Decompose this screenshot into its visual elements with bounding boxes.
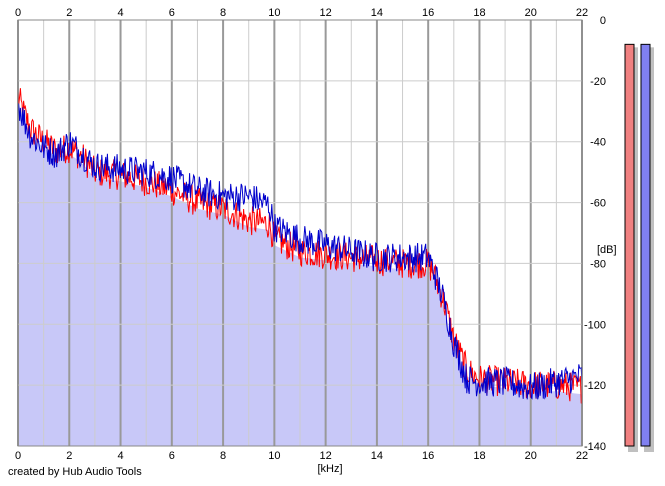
y-tick-label-0: 0 bbox=[600, 15, 606, 27]
x-tick-label-top-11: 22 bbox=[576, 7, 588, 19]
y-tick-labels: 0 -20 -40 -60 -80 -100 -120 -140 bbox=[584, 15, 606, 453]
y-tick-label-6: -120 bbox=[584, 380, 606, 392]
x-tick-label-top-2: 4 bbox=[117, 7, 123, 19]
chart-grid bbox=[17, 19, 583, 447]
x-tick-label-bottom-6: 12 bbox=[320, 450, 332, 462]
x-tick-label-bottom-1: 2 bbox=[66, 450, 72, 462]
credit-text: created by Hub Audio Tools bbox=[8, 466, 142, 478]
x-tick-label-top-4: 8 bbox=[220, 7, 226, 19]
x-tick-label-bottom-9: 18 bbox=[473, 450, 485, 462]
x-tick-label-top-9: 18 bbox=[473, 7, 485, 19]
y-tick-label-3: -60 bbox=[590, 198, 606, 210]
x-tick-label-bottom-0: 0 bbox=[15, 450, 21, 462]
y-tick-label-1: -20 bbox=[590, 76, 606, 88]
x-tick-label-bottom-8: 16 bbox=[422, 450, 434, 462]
series-line-1 bbox=[17, 102, 583, 400]
x-tick-label-top-5: 10 bbox=[268, 7, 280, 19]
level-meter-0 bbox=[624, 43, 635, 447]
level-meter-1 bbox=[640, 43, 651, 447]
y-tick-label-5: -100 bbox=[584, 319, 606, 331]
x-tick-label-top-1: 2 bbox=[66, 7, 72, 19]
x-tick-label-bottom-3: 6 bbox=[169, 450, 175, 462]
x-tick-label-top-8: 16 bbox=[422, 7, 434, 19]
x-tick-label-top-10: 20 bbox=[525, 7, 537, 19]
x-tick-label-top-0: 0 bbox=[15, 7, 21, 19]
x-axis-label: [kHz] bbox=[317, 463, 342, 475]
level-meters bbox=[624, 43, 654, 452]
x-tick-labels-bottom: 0 2 4 6 8 10 12 14 16 18 20 22 bbox=[15, 450, 588, 462]
x-tick-label-top-3: 6 bbox=[169, 7, 175, 19]
x-tick-label-bottom-11: 22 bbox=[576, 450, 588, 462]
chart-series bbox=[17, 88, 583, 404]
x-tick-label-bottom-10: 20 bbox=[525, 450, 537, 462]
y-tick-label-2: -40 bbox=[590, 137, 606, 149]
x-tick-label-bottom-7: 14 bbox=[371, 450, 383, 462]
x-tick-label-top-7: 14 bbox=[371, 7, 383, 19]
y-tick-label-7: -140 bbox=[584, 441, 606, 453]
x-tick-label-bottom-5: 10 bbox=[268, 450, 280, 462]
y-tick-label-4: -80 bbox=[590, 258, 606, 270]
x-tick-label-bottom-4: 8 bbox=[220, 450, 226, 462]
x-tick-labels-top: 0 2 4 6 8 10 12 14 16 18 20 22 bbox=[15, 7, 588, 19]
plot-border bbox=[17, 19, 583, 447]
x-tick-label-top-6: 12 bbox=[320, 7, 332, 19]
y-axis-label: [dB] bbox=[597, 244, 617, 256]
x-tick-label-bottom-2: 4 bbox=[117, 450, 123, 462]
